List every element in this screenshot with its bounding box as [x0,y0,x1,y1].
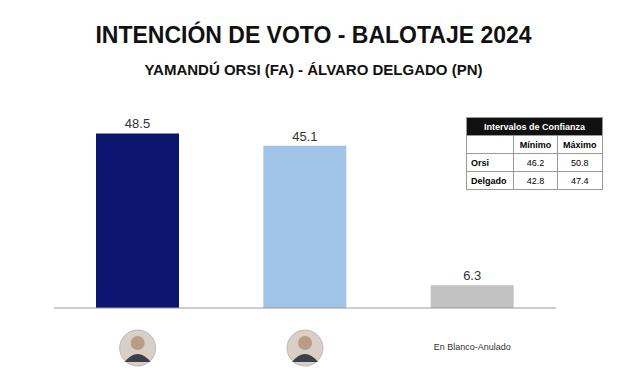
html-text:Intervalos de Confianza: Intervalos de Confianza [484,121,585,132]
html-text:Orsi: Orsi [471,157,489,168]
html-text:YAMANDÚ ORSI (FA) - ÁLVARO DEL: YAMANDÚ ORSI (FA) - ÁLVARO DELGADO (PN) [144,61,483,78]
html-text:46.2: 46.2 [526,157,545,168]
html-text:INTENCIÓN DE VOTO - BALOTAJE 2: INTENCIÓN DE VOTO - BALOTAJE 2024 [95,22,532,48]
svg-text:En Blanco-Anulado: En Blanco-Anulado [434,342,511,352]
svg-text:48.5: 48.5 [125,116,150,131]
html-text:Mínimo: Mínimo [519,139,552,150]
html-text:42.8: 42.8 [526,175,545,186]
html-text:50.8: 50.8 [571,157,589,168]
svg-text:6.3: 6.3 [463,268,481,283]
svg-text:45.1: 45.1 [292,129,317,144]
html-text:47.4: 47.4 [571,175,589,186]
html-text:Delgado: Delgado [471,175,507,186]
html-text:Máximo: Máximo [563,139,597,150]
